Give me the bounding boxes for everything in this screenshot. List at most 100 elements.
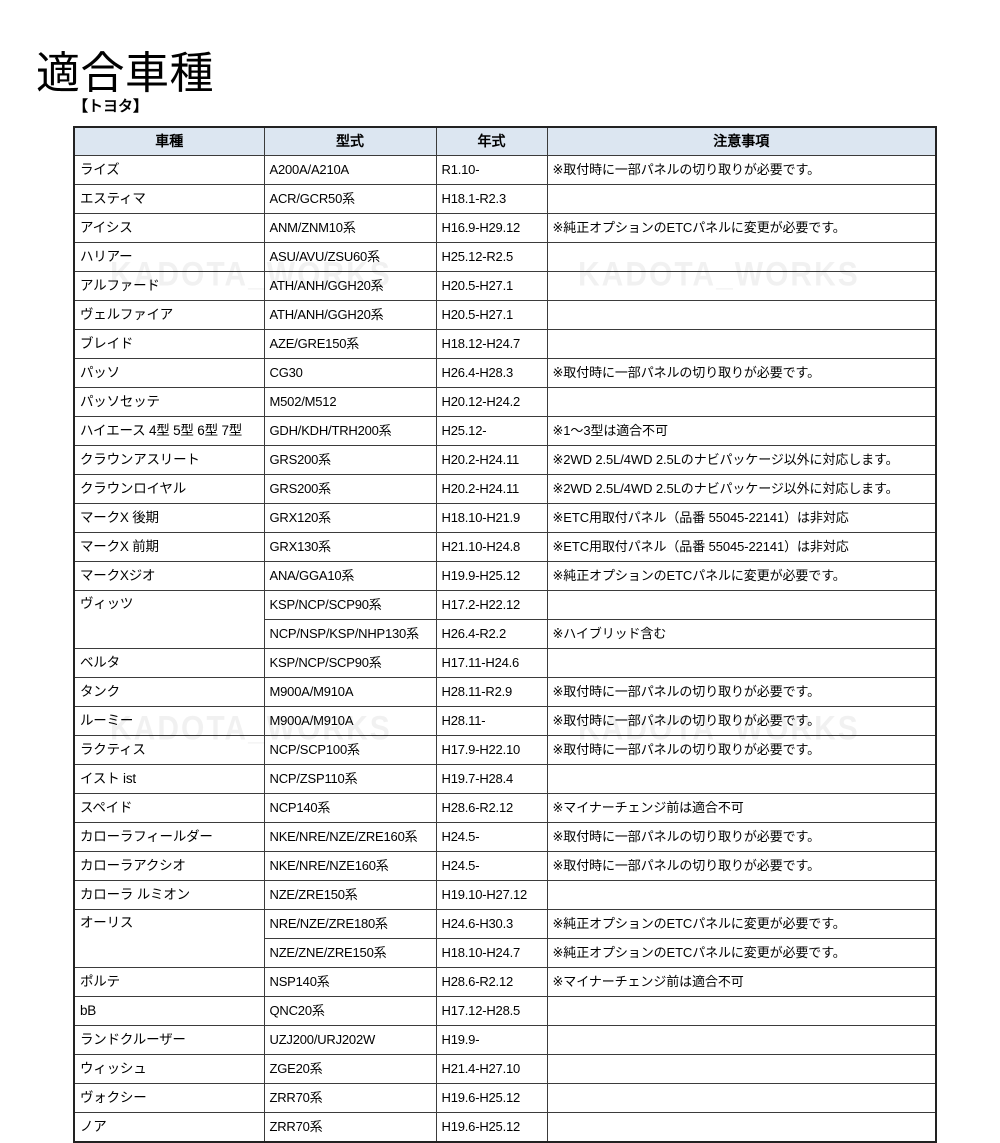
header-row: 車種 型式 年式 注意事項: [73, 126, 937, 156]
cell-year: H18.1-R2.3: [435, 184, 548, 214]
cell-model: カローラ ルミオン: [73, 880, 265, 910]
table-row: カローラ ルミオン NZE/ZRE150系 H19.10-H27.12: [73, 880, 937, 910]
cell-note: ※ETC用取付パネル（品番 55045-22141）は非対応: [546, 503, 937, 533]
cell-year: R1.10-: [435, 155, 548, 185]
table-row: オーリス NRE/NZE/ZRE180系 H24.6-H30.3 ※純正オプションのE…: [73, 909, 937, 968]
cell-note: ※マイナーチェンジ前は適合不可: [546, 967, 937, 997]
cell-note: [546, 590, 937, 620]
cell-model: ベルタ: [73, 648, 265, 678]
page-title: 適合車種: [36, 49, 214, 99]
table-row: ライズ A200A/A210A R1.10- ※取付時に一部パネルの切り取りが必要です…: [73, 155, 937, 185]
cell-note: ※ETC用取付パネル（品番 55045-22141）は非対応: [546, 532, 937, 562]
table-row: NZE/ZNE/ZRE150系 H18.10-H24.7 ※純正オプションのETCパ…: [74, 938, 937, 968]
cell-model: ラクティス: [73, 735, 265, 765]
cell-code: GRS200系: [263, 445, 437, 475]
cell-code: QNC20系: [263, 996, 437, 1026]
table-row: ラクティス NCP/SCP100系 H17.9-H22.10 ※取付時に一部パネルの切…: [73, 735, 937, 765]
cell-note: ※マイナーチェンジ前は適合不可: [546, 793, 937, 823]
cell-code: NZE/ZRE150系: [263, 880, 437, 910]
table-row: ハリアー ASU/AVU/ZSU60系 H25.12-R2.5: [73, 242, 937, 272]
cell-note: ※取付時に一部パネルの切り取りが必要です。: [546, 677, 937, 707]
cell-code: NZE/ZNE/ZRE150系: [263, 938, 437, 968]
cell-code: NKE/NRE/NZE/ZRE160系: [263, 822, 437, 852]
table-row: ポルテ NSP140系 H28.6-R2.12 ※マイナーチェンジ前は適合不可: [73, 967, 937, 997]
cell-code: ANA/GGA10系: [263, 561, 437, 591]
column-header-model: 車種: [73, 126, 265, 156]
table-row: カローラアクシオ NKE/NRE/NZE160系 H24.5- ※取付時に一部パネルの…: [73, 851, 937, 881]
cell-year: H28.6-R2.12: [435, 793, 548, 823]
cell-year: H19.6-H25.12: [435, 1083, 548, 1113]
cell-note: [546, 271, 937, 301]
cell-note: ※2WD 2.5L/4WD 2.5Lのナビパッケージ以外に対応します。: [546, 445, 937, 475]
cell-model: ウィッシュ: [73, 1054, 265, 1084]
cell-year: H26.4-R2.2: [435, 619, 548, 649]
cell-note: ※取付時に一部パネルの切り取りが必要です。: [546, 155, 937, 185]
table-row: アイシス ANM/ZNM10系 H16.9-H29.12 ※純正オプションのETCパネ…: [73, 213, 937, 243]
cell-model: ライズ: [73, 155, 265, 185]
cell-year: H24.6-H30.3: [435, 909, 548, 939]
cell-code: ASU/AVU/ZSU60系: [263, 242, 437, 272]
cell-code: GRX130系: [263, 532, 437, 562]
cell-year: H18.10-H21.9: [435, 503, 548, 533]
table-row: クラウンロイヤル GRS200系 H20.2-H24.11 ※2WD 2.5L/4WD…: [73, 474, 937, 504]
table-row: マークX 前期 GRX130系 H21.10-H24.8 ※ETC用取付パネル（品番 …: [73, 532, 937, 562]
cell-model: アルファード: [73, 271, 265, 301]
cell-code: ZGE20系: [263, 1054, 437, 1084]
cell-model: オーリス: [73, 909, 265, 968]
table-row: ハイエース 4型 5型 6型 7型 GDH/KDH/TRH200系 H25.12- ※…: [73, 416, 937, 446]
cell-note: [546, 184, 937, 214]
cell-note: ※1〜3型は適合不可: [546, 416, 937, 446]
cell-model: マークX 後期: [73, 503, 265, 533]
cell-code: A200A/A210A: [263, 155, 437, 185]
cell-note: ※純正オプションのETCパネルに変更が必要です。: [546, 909, 937, 939]
cell-year: H20.2-H24.11: [435, 445, 548, 475]
cell-code: KSP/NCP/SCP90系: [263, 648, 437, 678]
cell-note: ※純正オプションのETCパネルに変更が必要です。: [546, 213, 937, 243]
vehicle-fitment-table: 車種 型式 年式 注意事項 ライズ A200A/A210A R1.10- ※取付時に一…: [73, 126, 937, 1143]
cell-year: H20.5-H27.1: [435, 271, 548, 301]
cell-code: ACR/GCR50系: [263, 184, 437, 214]
cell-model: ルーミー: [73, 706, 265, 736]
cell-year: H18.12-H24.7: [435, 329, 548, 359]
table-row: NCP/NSP/KSP/NHP130系 H26.4-R2.2 ※ハイブリッド含む: [74, 619, 937, 649]
cell-code: NCP/NSP/KSP/NHP130系: [263, 619, 437, 649]
cell-note: [546, 764, 937, 794]
cell-year: H17.2-H22.12: [435, 590, 548, 620]
cell-code: NSP140系: [263, 967, 437, 997]
cell-code: NCP140系: [263, 793, 437, 823]
table-body: ライズ A200A/A210A R1.10- ※取付時に一部パネルの切り取りが必要です…: [73, 155, 937, 1143]
cell-note: [546, 1054, 937, 1084]
cell-note: [546, 880, 937, 910]
cell-year: H26.4-H28.3: [435, 358, 548, 388]
table-row: ブレイド AZE/GRE150系 H18.12-H24.7: [73, 329, 937, 359]
cell-model: カローラフィールダー: [73, 822, 265, 852]
cell-year: H19.10-H27.12: [435, 880, 548, 910]
cell-year: H20.5-H27.1: [435, 300, 548, 330]
cell-note: ※取付時に一部パネルの切り取りが必要です。: [546, 822, 937, 852]
cell-note: [546, 242, 937, 272]
cell-note: ※ハイブリッド含む: [546, 619, 937, 649]
cell-model: マークX 前期: [73, 532, 265, 562]
cell-model: アイシス: [73, 213, 265, 243]
table-row: アルファード ATH/ANH/GGH20系 H20.5-H27.1: [73, 271, 937, 301]
table-row: ウィッシュ ZGE20系 H21.4-H27.10: [73, 1054, 937, 1084]
cell-year: H19.6-H25.12: [435, 1112, 548, 1143]
cell-code: CG30: [263, 358, 437, 388]
cell-year: H17.9-H22.10: [435, 735, 548, 765]
cell-note: [546, 1083, 937, 1113]
cell-note: ※取付時に一部パネルの切り取りが必要です。: [546, 851, 937, 881]
cell-model: ヴェルファイア: [73, 300, 265, 330]
cell-year: H24.5-: [435, 851, 548, 881]
table-row: ヴォクシー ZRR70系 H19.6-H25.12: [73, 1083, 937, 1113]
cell-code: ANM/ZNM10系: [263, 213, 437, 243]
column-header-year: 年式: [435, 126, 548, 156]
table-header: 車種 型式 年式 注意事項: [73, 126, 937, 156]
cell-note: ※2WD 2.5L/4WD 2.5Lのナビパッケージ以外に対応します。: [546, 474, 937, 504]
cell-year: H28.11-: [435, 706, 548, 736]
cell-code: NCP/ZSP110系: [263, 764, 437, 794]
column-header-note: 注意事項: [546, 126, 937, 156]
cell-model: ヴィッツ: [73, 590, 265, 649]
cell-model: イスト ist: [73, 764, 265, 794]
cell-code: GRX120系: [263, 503, 437, 533]
cell-model: ヴォクシー: [73, 1083, 265, 1113]
